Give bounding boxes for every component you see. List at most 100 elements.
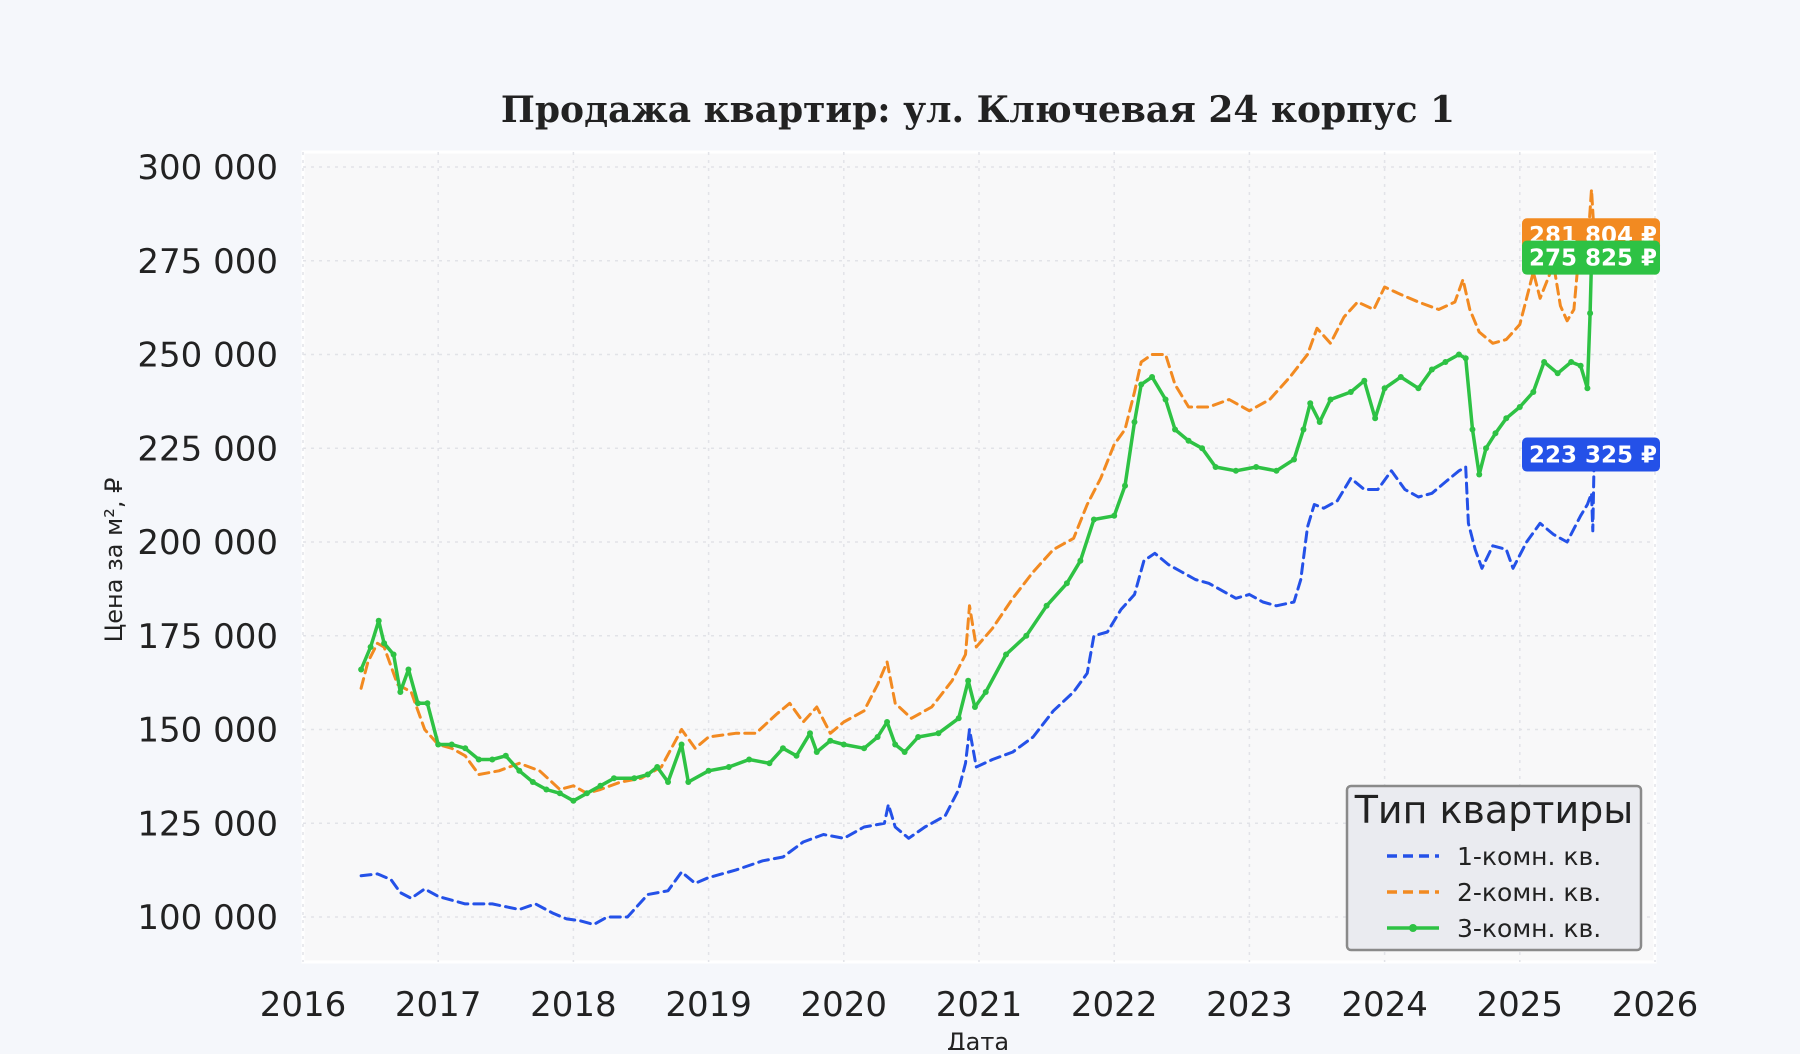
series-point: [397, 689, 404, 695]
series-point: [807, 730, 813, 737]
x-tick-label: 2026: [1612, 985, 1699, 1025]
series-point: [685, 779, 692, 785]
series-point: [1415, 385, 1422, 392]
x-tick-label: 2019: [665, 985, 752, 1025]
series-point: [367, 644, 374, 650]
series-line-2: [359, 188, 1596, 795]
end-value-tag-3: 275 825 ₽: [1522, 240, 1660, 275]
series-point: [1172, 426, 1179, 433]
series-point: [915, 734, 922, 740]
x-tick-label: 2017: [395, 985, 482, 1025]
legend-box: [1345, 784, 1643, 952]
end-value-tag-1: 223 325 ₽: [1522, 437, 1660, 472]
legend-entry-1: 1-комн. кв.: [1457, 842, 1601, 871]
series-point: [1316, 419, 1323, 425]
series-point: [884, 719, 891, 725]
series-point: [971, 704, 978, 710]
y-tick-label: 225 000: [137, 429, 278, 469]
y-tick-label: 150 000: [137, 711, 278, 751]
series-point: [1428, 366, 1435, 373]
series-point: [1162, 396, 1169, 403]
series-point: [414, 700, 421, 707]
series-point: [644, 771, 651, 778]
series-point: [1138, 381, 1145, 388]
series-point: [1476, 471, 1483, 478]
series-point: [1122, 482, 1129, 489]
series-point: [381, 640, 388, 647]
series-point: [1516, 404, 1523, 410]
series-point: [1469, 426, 1476, 433]
series-point: [955, 715, 962, 722]
end-value-tag-bg: [1522, 437, 1660, 472]
series-point: [1530, 389, 1537, 395]
series-point: [1584, 385, 1591, 392]
series-point: [424, 700, 431, 707]
series-point: [840, 741, 847, 748]
series-point: [1327, 396, 1334, 403]
series-point: [1077, 557, 1084, 564]
series-point: [861, 745, 868, 752]
series-point: [1300, 426, 1307, 433]
series-point: [597, 782, 604, 789]
series-point: [1462, 355, 1469, 362]
series-point: [746, 756, 753, 763]
series-point: [1023, 632, 1030, 639]
series-point: [583, 790, 590, 797]
series-point: [901, 749, 908, 755]
y-tick-label: 125 000: [137, 804, 278, 844]
series-point: [631, 775, 638, 782]
series-point: [1111, 512, 1118, 519]
legend-marker: [1409, 924, 1417, 932]
series-point: [475, 756, 482, 763]
series-point: [1492, 430, 1499, 437]
series-point: [827, 737, 834, 744]
x-tick-label: 2024: [1341, 985, 1428, 1025]
y-tick-label: 250 000: [137, 336, 278, 376]
x-axis-label: Дата: [947, 1028, 1009, 1050]
series-point: [1397, 374, 1404, 380]
series-point: [543, 786, 550, 793]
series-point: [1587, 310, 1594, 317]
series-point: [1232, 467, 1239, 474]
x-tick-label: 2025: [1477, 985, 1564, 1025]
series-point: [1442, 359, 1449, 365]
series-point: [1455, 351, 1462, 358]
series-point: [489, 756, 496, 763]
series-point: [435, 741, 442, 748]
series-point: [1185, 437, 1192, 444]
x-tick-label: 2022: [1071, 985, 1158, 1025]
series-point: [462, 745, 469, 752]
series-point: [1090, 516, 1097, 523]
series-line-1: [359, 453, 1596, 926]
series-point: [965, 677, 972, 684]
series-point: [1577, 362, 1584, 369]
series-point: [1568, 359, 1575, 365]
series-point: [725, 764, 732, 770]
series-point: [766, 760, 773, 767]
series-point: [935, 730, 942, 737]
y-tick-label: 175 000: [137, 617, 278, 657]
y-tick-label: 275 000: [137, 242, 278, 282]
series-point: [779, 745, 786, 752]
series-point: [529, 779, 536, 785]
x-tick-label: 2018: [530, 985, 617, 1025]
end-value-tag-text: 223 325 ₽: [1529, 443, 1657, 469]
y-axis-label: Цена за м², ₽: [100, 478, 128, 643]
series-point: [654, 764, 661, 770]
series-point: [1063, 580, 1070, 587]
series-point: [1554, 370, 1561, 377]
series-point: [1541, 359, 1548, 365]
chart-title: Продажа квартир: ул. Ключевая 24 корпус …: [501, 89, 1455, 131]
series-point: [1483, 445, 1489, 452]
series-point: [1503, 415, 1510, 422]
legend-entry-3: 3-комн. кв.: [1457, 914, 1601, 943]
series-point: [1291, 456, 1298, 463]
series-point: [1253, 464, 1260, 470]
series-point: [375, 617, 382, 624]
series-point: [1307, 400, 1314, 407]
series-point: [1199, 445, 1206, 452]
x-tick-label: 2016: [260, 985, 347, 1025]
y-tick-label: 100 000: [137, 898, 278, 938]
series-point: [874, 734, 881, 740]
